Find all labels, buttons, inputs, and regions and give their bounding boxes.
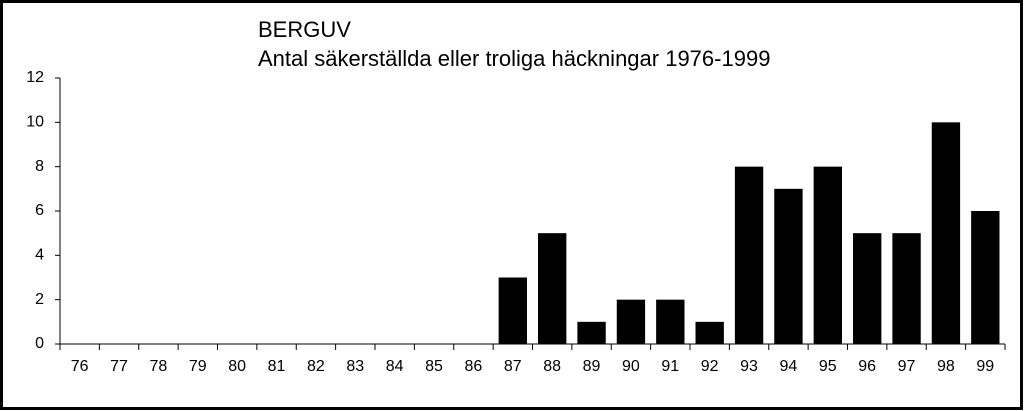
bar <box>853 233 882 344</box>
x-tick-label: 97 <box>898 358 916 375</box>
chart-title: BERGUV <box>258 17 351 42</box>
y-tick-label: 2 <box>35 291 44 308</box>
bar <box>577 321 606 344</box>
bar <box>616 299 646 344</box>
x-tick-label: 90 <box>622 358 640 375</box>
x-tick-label: 83 <box>346 358 364 375</box>
x-tick-label: 95 <box>819 358 837 375</box>
bar <box>971 211 1000 344</box>
x-tick-label: 93 <box>740 358 758 375</box>
y-tick-label: 6 <box>35 202 44 219</box>
y-tick-label: 8 <box>35 158 44 175</box>
x-tick-label: 94 <box>780 358 798 375</box>
x-tick-label: 80 <box>228 358 246 375</box>
bar <box>774 188 803 344</box>
x-tick-label: 85 <box>425 358 443 375</box>
bar <box>813 166 842 344</box>
bar <box>538 233 567 344</box>
bar <box>931 122 961 344</box>
x-tick-label: 89 <box>583 358 601 375</box>
x-tick-label: 79 <box>189 358 207 375</box>
x-tick-label: 86 <box>465 358 483 375</box>
y-tick-label: 0 <box>35 335 44 352</box>
x-tick-label: 78 <box>150 358 168 375</box>
y-tick-label: 12 <box>26 69 44 86</box>
x-tick-label: 92 <box>701 358 719 375</box>
bar <box>695 321 724 344</box>
y-tick-label: 4 <box>35 247 44 264</box>
x-tick-label: 76 <box>71 358 89 375</box>
x-tick-label: 81 <box>268 358 286 375</box>
bar <box>734 166 764 344</box>
x-tick-label: 77 <box>110 358 128 375</box>
x-tick-label: 82 <box>307 358 325 375</box>
y-tick-label: 10 <box>26 114 44 131</box>
bar <box>498 277 527 344</box>
x-tick-label: 99 <box>976 358 994 375</box>
x-tick-label: 98 <box>937 358 955 375</box>
x-tick-label: 84 <box>386 358 404 375</box>
bar <box>656 299 685 344</box>
x-tick-label: 91 <box>661 358 679 375</box>
x-tick-label: 87 <box>504 358 522 375</box>
bar <box>892 233 921 344</box>
x-tick-label: 96 <box>858 358 876 375</box>
x-tick-label: 88 <box>543 358 561 375</box>
chart-subtitle: Antal säkerställda eller troliga häcknin… <box>258 46 770 71</box>
